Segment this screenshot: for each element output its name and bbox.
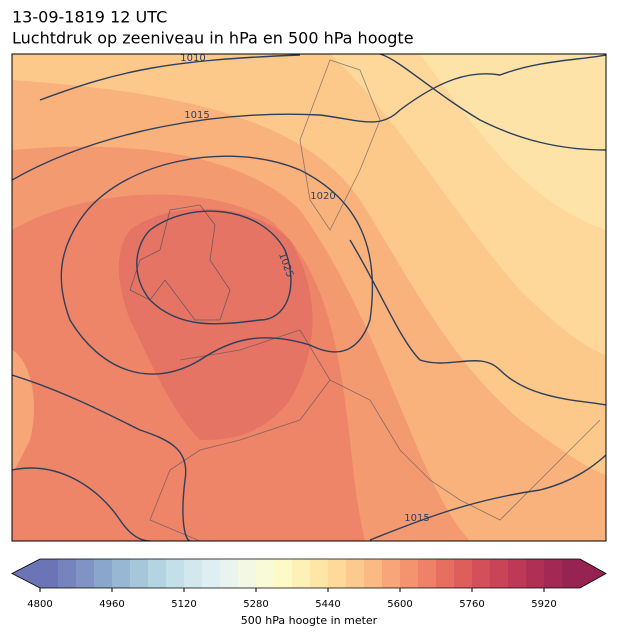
colorbar-segment [544,559,563,588]
colorbar-segment [148,559,167,588]
colorbar-segment [274,559,293,588]
map: 1010 1015 1020 1025 1015 [12,53,606,541]
colorbar-segment [238,559,257,588]
colorbar-segment [454,559,473,588]
isobar-label: 1020 [310,191,335,202]
colorbar-segment [40,559,59,588]
colorbar-segment [364,559,383,588]
colorbar-segment [418,559,437,588]
colorbar-tick-label: 5280 [243,599,268,610]
colorbar-tick-label: 4800 [27,599,52,610]
colorbar-segment [166,559,185,588]
isobar [12,54,606,181]
isobar [369,454,606,541]
colorbar-segment [256,559,275,588]
colorbar-segment [130,559,149,588]
subtitle: Luchtdruk op zeeniveau in hPa en 500 hPa… [12,29,414,48]
colorbar-tick-label: 5440 [315,599,340,610]
colorbar-tick-label: 5600 [387,599,412,610]
isobar-label: 1015 [404,513,429,524]
title: 13-09-1819 12 UTC [12,8,167,27]
isobar [12,467,151,541]
colorbar-segment [202,559,221,588]
isobar-label: 1010 [180,53,205,64]
colorbar-segment [310,559,329,588]
colorbar-segment [112,559,131,588]
isobar [12,374,191,541]
map-frame [11,53,607,542]
colorbar-segment [184,559,203,588]
colorbar: 4800 4960 5120 5280 5440 5600 5760 5920 [11,558,607,610]
colorbar-segment [472,559,491,588]
colorbar-segment [346,559,365,588]
colorbar-segment [328,559,347,588]
colorbar-extend [12,559,40,588]
colorbar-segment [76,559,95,588]
colorbar-segment [562,559,581,588]
isobar [349,239,606,406]
isobar [60,155,374,375]
colorbar-segment [436,559,455,588]
colorbar-tick-label: 5760 [459,599,484,610]
colorbar-outline [11,558,607,589]
colorbar-segment [292,559,311,588]
isobar [39,54,301,101]
colorbar-extend [580,559,606,588]
colorbar-tick-label: 5120 [171,599,196,610]
colorbar-segment [490,559,509,588]
colorbar-tick-label: 5920 [531,599,556,610]
isobar [379,54,606,151]
colorbar-segment [526,559,545,588]
colorbar-segment [220,559,239,588]
colorbar-segment [94,559,113,588]
isobar-label: 1015 [184,110,209,121]
colorbar-segment [508,559,527,588]
colorbar-segment [58,559,77,588]
colorbar-tick-label: 4960 [99,599,124,610]
colorbar-segment [382,559,401,588]
colorbar-label: 500 hPa hoogte in meter [241,614,378,627]
isobar [136,210,292,325]
colorbar-segment [400,559,419,588]
